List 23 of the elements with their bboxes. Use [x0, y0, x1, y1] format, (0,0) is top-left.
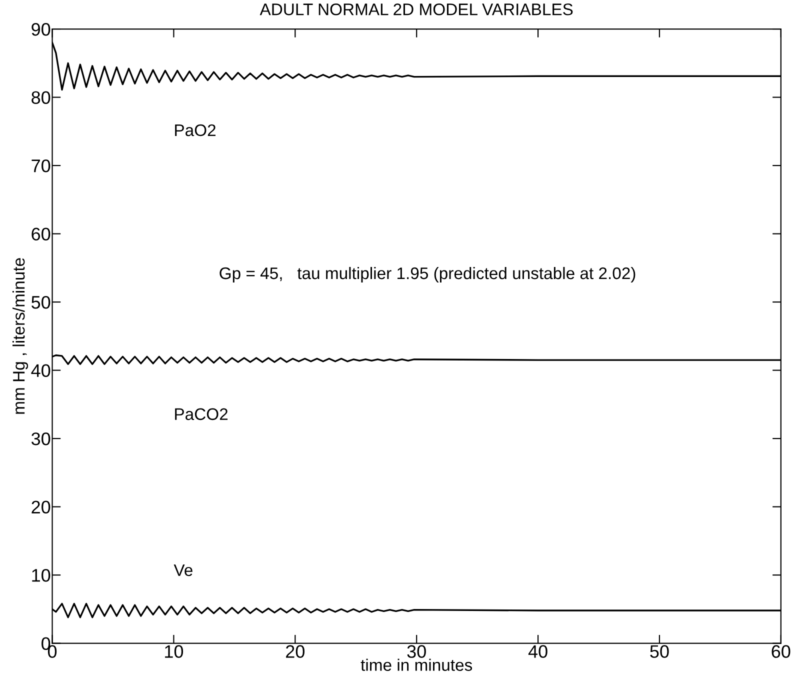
- x-tick-label: 20: [286, 645, 304, 658]
- y-tick-label: 10: [32, 568, 50, 582]
- y-axis-title: mm Hg , liters/minute: [12, 258, 28, 414]
- series-label: Ve: [174, 564, 192, 576]
- y-tick-label: 70: [32, 159, 50, 172]
- y-tick-label: 40: [31, 364, 50, 377]
- x-tick-label: 30: [407, 645, 426, 658]
- text: PaO2: [175, 124, 216, 136]
- chart-title: ADULT NORMAL 2D MODEL VARIABLES: [260, 4, 573, 16]
- y-tick-label: 80: [32, 91, 50, 104]
- y-tick-label: 90: [32, 22, 50, 36]
- y-tick-label: 50: [32, 296, 50, 309]
- x-axis-title: time in minutes: [360, 658, 472, 671]
- y-tick-label: 60: [32, 228, 50, 240]
- y-tick-label: 0: [42, 637, 50, 650]
- x-tick-label: 10: [165, 645, 184, 658]
- annotation: Gp = 45, tau multiplier 1.95 (predicted unstable at 2.02): [220, 266, 636, 282]
- x-tick-label: 50: [650, 645, 669, 658]
- text: PaCO2: [175, 408, 228, 420]
- x-tick-label: 40: [528, 645, 548, 658]
- y-tick-label: 30: [31, 432, 50, 446]
- x-tick-label: 60: [772, 645, 790, 658]
- y-tick-label: 20: [32, 500, 50, 514]
